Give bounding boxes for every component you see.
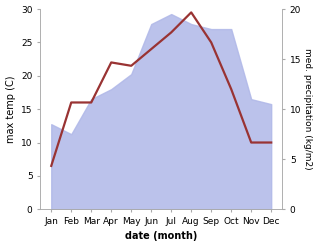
Y-axis label: max temp (C): max temp (C): [5, 75, 16, 143]
Y-axis label: med. precipitation (kg/m2): med. precipitation (kg/m2): [303, 48, 313, 170]
X-axis label: date (month): date (month): [125, 231, 197, 242]
